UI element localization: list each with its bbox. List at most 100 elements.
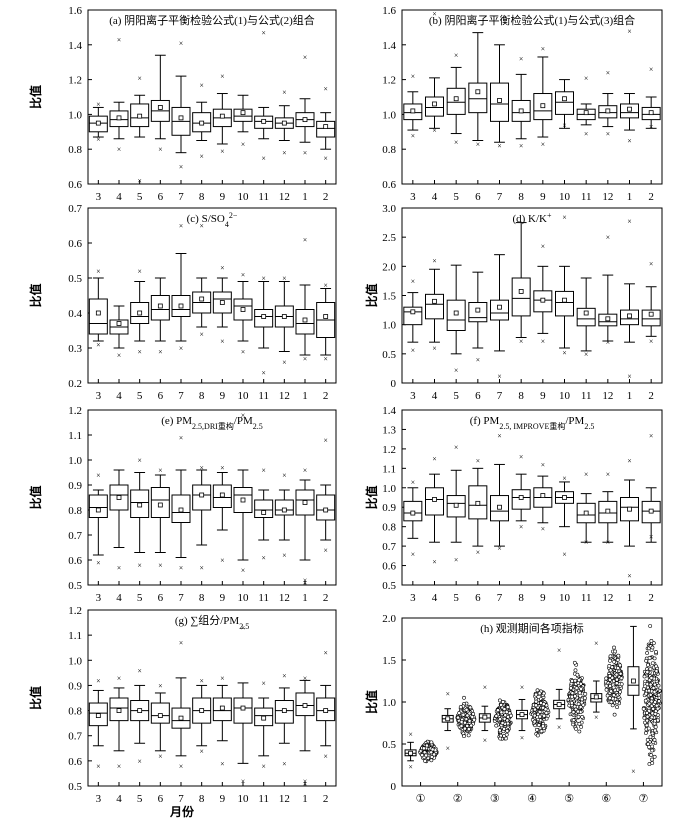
y-tick-label: 1.0 <box>68 455 82 467</box>
strip-point <box>472 717 477 722</box>
box-mean <box>605 316 611 322</box>
x-tick-label: 4 <box>116 592 122 604</box>
outlier-point: × <box>606 233 611 242</box>
panel-title: (f) PM2.5, IMPROVE重构/PM2.5 <box>470 415 595 431</box>
y-axis-label: 比值 <box>364 283 379 307</box>
strip-point <box>650 661 655 666</box>
strip-point <box>611 693 616 698</box>
x-tick-label: 2 <box>648 592 654 604</box>
box-mean <box>518 495 524 500</box>
strip-point <box>650 645 655 650</box>
strip-point <box>653 725 658 729</box>
outlier-point: × <box>241 271 246 280</box>
x-tick-label: 6 <box>475 191 481 203</box>
strip-point <box>583 692 588 696</box>
y-tick-label: 1.6 <box>382 5 396 17</box>
strip-point <box>535 733 540 738</box>
strip-point <box>650 757 654 762</box>
outlier-point: × <box>445 744 450 753</box>
outlier-point: × <box>303 576 308 585</box>
box-mean <box>648 110 654 116</box>
x-tick-label: 8 <box>199 390 205 402</box>
strip-point <box>641 687 646 691</box>
box-mean <box>432 497 437 502</box>
outlier-point: × <box>220 264 225 273</box>
outlier-point: × <box>408 763 413 772</box>
box-mean <box>497 504 502 510</box>
outlier-point: × <box>476 457 481 466</box>
x-tick-label: 1 <box>627 390 633 402</box>
strip-point <box>577 729 582 734</box>
x-tick-label: 4 <box>432 390 438 402</box>
outlier-point: × <box>606 69 611 78</box>
strip-point <box>614 700 619 705</box>
outlier-point: × <box>96 676 101 685</box>
strip-point <box>649 699 654 704</box>
x-tick-label: 2 <box>323 793 329 805</box>
strip-point <box>653 728 657 733</box>
box-mean <box>240 110 246 116</box>
strip-point <box>576 714 581 719</box>
outlier-point: × <box>519 523 524 532</box>
box-iqr <box>233 697 253 724</box>
plot-frame <box>87 9 337 185</box>
strip-point <box>423 759 428 763</box>
panels: 0.6 0.8 1.0 1.2 1.4 1.6 比值 (a) 阴阳离子平衡检验公式(1)与公式… <box>28 5 663 805</box>
y-tick-label: 0.6 <box>68 238 82 250</box>
x-tick-label: 9 <box>220 592 226 604</box>
box-mean <box>95 713 101 718</box>
x-tick-label: 6 <box>158 793 164 805</box>
outlier-point: × <box>282 671 287 680</box>
x-tick-label: 8 <box>199 592 205 604</box>
strip-point <box>616 653 621 658</box>
x-tick-label: 7 <box>178 191 184 203</box>
outlier-point: × <box>541 44 546 53</box>
strip-point <box>466 733 471 738</box>
outlier-point: × <box>497 431 502 440</box>
outlier-point: × <box>627 457 632 466</box>
outlier-point: × <box>261 274 266 283</box>
x-tick-label: 9 <box>540 390 546 402</box>
x-tick-label: 6 <box>475 592 481 604</box>
outlier-point: × <box>557 723 562 732</box>
x-tick-label: 1 <box>302 390 308 402</box>
outlier-point: × <box>411 550 416 559</box>
y-tick-label: 0.9 <box>68 680 82 692</box>
strip-point <box>654 669 659 673</box>
x-tick-label: 4 <box>116 191 122 203</box>
x-tick-label: 3 <box>96 592 102 604</box>
outlier-point: × <box>199 152 204 161</box>
strip-point <box>497 728 502 733</box>
outlier-point: × <box>323 752 328 761</box>
outlier-point: × <box>137 757 142 766</box>
outlier-point: × <box>303 355 308 364</box>
x-tick-label: ③ <box>490 793 500 805</box>
strip-point <box>502 727 507 731</box>
outlier-point: × <box>179 762 184 771</box>
y-tick-label: 1.1 <box>382 463 396 475</box>
strip-point <box>607 674 612 678</box>
panel-c: 0.2 0.3 0.4 0.5 0.6 0.7 比值 (c) S/SO42− 3 × × 4 × 5 × × 6… <box>28 203 337 402</box>
strip-point <box>643 698 648 703</box>
x-tick-label: 8 <box>518 592 524 604</box>
box-mean <box>482 714 488 720</box>
strip-point <box>501 700 505 704</box>
strip-point <box>608 654 613 659</box>
strip-point <box>605 693 610 698</box>
strip-point <box>652 754 657 759</box>
outlier-point: × <box>483 683 488 692</box>
y-tick-label: 1.2 <box>68 405 82 417</box>
strip-point <box>608 684 613 688</box>
outlier-point: × <box>411 346 416 355</box>
strip-point <box>544 711 549 715</box>
outlier-point: × <box>303 149 308 158</box>
box-mean <box>323 124 329 129</box>
outlier-point: × <box>541 525 546 534</box>
strip-point <box>582 696 587 700</box>
strip-point <box>537 691 542 696</box>
outlier-point: × <box>241 348 246 357</box>
box-iqr <box>88 298 108 335</box>
x-tick-label: 6 <box>475 390 481 402</box>
strip-point <box>654 649 658 654</box>
strip-point <box>505 729 510 733</box>
